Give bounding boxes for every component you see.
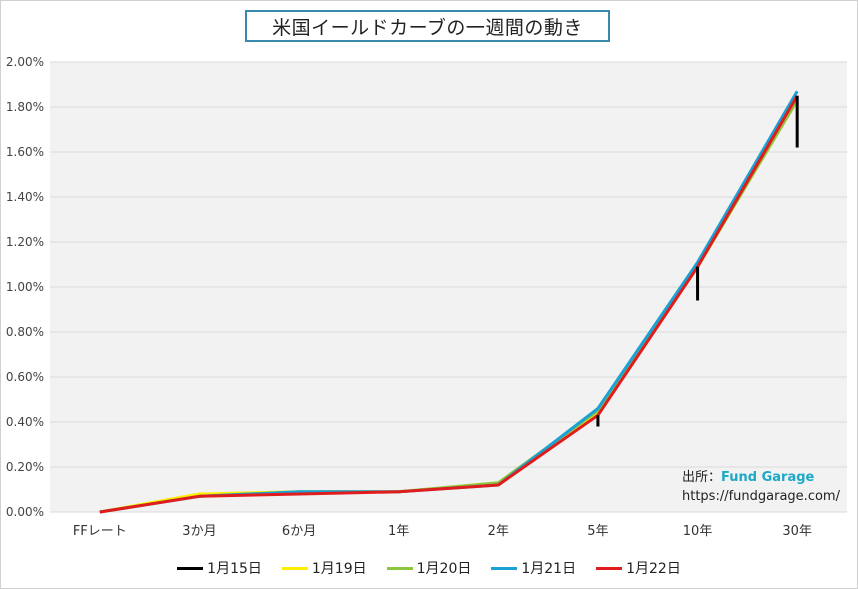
gridlines [50, 61, 847, 513]
legend-item: 1月15日 [177, 558, 262, 578]
y-tick-label: 0.80% [6, 325, 44, 339]
y-axis-ticks: 0.00% 0.20% 0.40% 0.60% 0.80% 1.00% 1.20% 1.40%… [6, 55, 44, 519]
legend-swatch [386, 566, 413, 570]
y-tick-label: 2.00% [6, 55, 44, 69]
weekly-range-bars [596, 95, 799, 427]
x-tick-label: FFレート [73, 524, 127, 539]
legend-item: 1月20日 [386, 558, 472, 578]
legend-item: 1月22日 [596, 558, 681, 578]
series-lines [99, 90, 799, 514]
legend-item: 1月21日 [491, 558, 576, 578]
x-tick-label: 6か月 [282, 524, 316, 539]
source-prefix: 出所： [682, 470, 722, 485]
legend-label: 1月22日 [626, 561, 681, 577]
x-tick-label: 2年 [488, 524, 509, 539]
y-tick-label: 0.00% [6, 505, 44, 519]
legend-label: 1月21日 [521, 561, 577, 577]
y-tick-label: 1.00% [6, 280, 44, 294]
y-tick-label: 1.80% [6, 100, 44, 114]
x-axis-ticks: FFレート 3か月 6か月 1年 2年 5年 10年 30年 [73, 524, 812, 539]
legend-label: 1月20日 [416, 561, 472, 577]
legend-label: 1月15日 [207, 561, 262, 577]
y-tick-label: 0.60% [6, 370, 44, 384]
legend-item: 1月19日 [281, 558, 367, 578]
x-tick-label: 10年 [683, 524, 713, 539]
series-line [99, 95, 799, 514]
x-tick-label: 3か月 [182, 524, 216, 539]
y-tick-label: 1.40% [6, 190, 44, 204]
source-url: https://fundgarage.com/ [682, 489, 840, 504]
legend: 1月15日 1月19日 1月20日 1月21日 1月22日 [0, 558, 858, 578]
source-brand: Fund Garage [721, 470, 815, 485]
legend-label: 1月19日 [311, 561, 367, 577]
y-tick-label: 1.20% [6, 235, 44, 249]
x-tick-label: 5年 [587, 524, 608, 539]
x-tick-label: 30年 [782, 524, 812, 539]
y-tick-label: 1.60% [6, 145, 44, 159]
legend-swatch [177, 566, 204, 570]
legend-swatch [596, 566, 623, 570]
chart-title: 米国イールドカーブの一週間の動き [245, 10, 610, 42]
source-label: 出所：Fund Garage [682, 466, 814, 485]
y-tick-label: 0.20% [6, 460, 44, 474]
x-tick-label: 1年 [388, 524, 409, 539]
legend-swatch [491, 566, 518, 570]
legend-swatch [281, 566, 308, 570]
y-tick-label: 0.40% [6, 415, 44, 429]
